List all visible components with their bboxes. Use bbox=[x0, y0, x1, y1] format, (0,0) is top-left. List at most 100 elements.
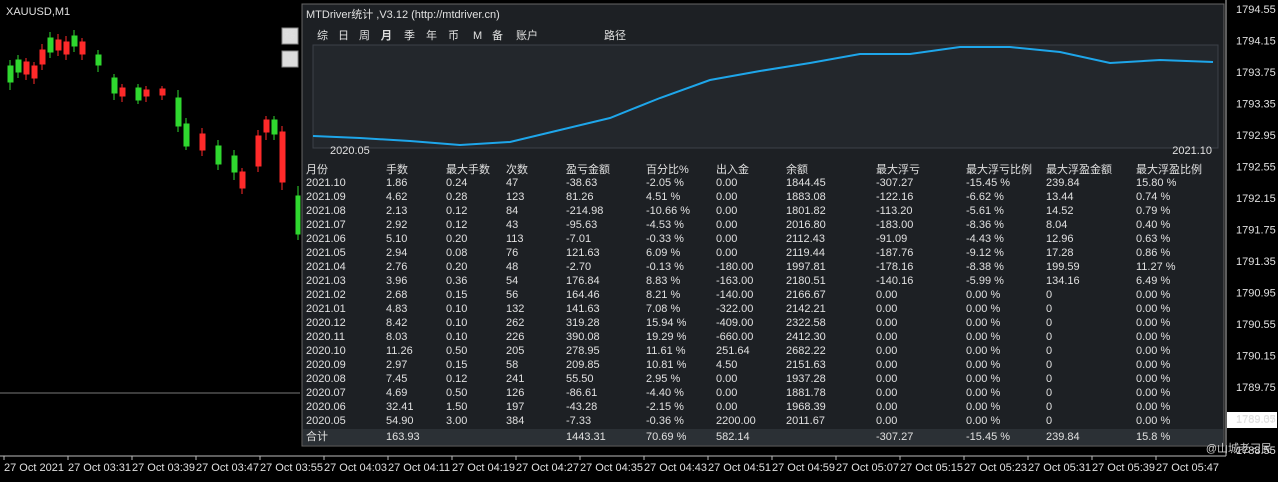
table-cell: 2020.09 bbox=[306, 359, 346, 371]
table-cell: -214.98 bbox=[566, 205, 603, 217]
table-cell: 0 bbox=[1046, 401, 1052, 413]
table-cell: 0.00 % bbox=[1136, 345, 1170, 357]
table-cell: 0.00 % bbox=[966, 401, 1000, 413]
tab[interactable]: M bbox=[473, 30, 482, 42]
table-cell: 2021.07 bbox=[306, 219, 346, 231]
table-cell: 176.84 bbox=[566, 275, 600, 287]
table-cell: 2020.11 bbox=[306, 331, 345, 343]
tab[interactable]: 备 bbox=[492, 28, 503, 42]
tab[interactable]: 账户 bbox=[516, 28, 538, 42]
table-cell: -95.63 bbox=[566, 219, 597, 231]
table-cell: -6.62 % bbox=[966, 191, 1004, 203]
footer-cell: 239.84 bbox=[1046, 431, 1080, 443]
table-cell: 0.24 bbox=[446, 177, 467, 189]
table-cell: 262 bbox=[506, 317, 524, 329]
footer-cell: 582.14 bbox=[716, 431, 750, 443]
panel-title: MTDriver统计 ,V3.12 (http://mtdriver.cn) bbox=[306, 8, 500, 21]
tab[interactable]: 季 bbox=[404, 29, 415, 42]
time-label: 27 Oct 04:43 bbox=[644, 462, 707, 474]
table-cell: 54 bbox=[506, 275, 518, 287]
tab[interactable]: 周 bbox=[359, 29, 370, 42]
column-header: 最大浮盈比例 bbox=[1136, 162, 1202, 176]
table-cell: 0.63 % bbox=[1136, 233, 1170, 245]
tab[interactable]: 综 bbox=[317, 28, 328, 42]
table-cell: 0.00 bbox=[876, 415, 897, 427]
table-cell: 251.64 bbox=[716, 345, 750, 357]
tab[interactable]: 币 bbox=[448, 29, 459, 42]
table-cell: -187.76 bbox=[876, 247, 913, 259]
table-cell: 0.20 bbox=[446, 233, 467, 245]
table-cell: 0.74 % bbox=[1136, 191, 1170, 203]
table-cell: 8.03 bbox=[386, 331, 407, 343]
check-button-label[interactable]: √ bbox=[287, 53, 294, 65]
time-label: 27 Oct 05:47 bbox=[1156, 462, 1219, 474]
table-cell: 15.80 % bbox=[1136, 177, 1177, 189]
table-cell: 0.00 % bbox=[1136, 401, 1170, 413]
column-header: 最大浮亏 bbox=[876, 162, 920, 176]
table-cell: 0 bbox=[1046, 387, 1052, 399]
table-cell: 2021.04 bbox=[306, 261, 346, 273]
current-price-box bbox=[1227, 412, 1277, 428]
table-cell: 0.86 % bbox=[1136, 247, 1170, 259]
table-cell: 4.51 % bbox=[646, 191, 680, 203]
table-cell: 0.00 % bbox=[966, 415, 1000, 427]
table-cell: 0 bbox=[1046, 331, 1052, 343]
table-cell: 0.00 % bbox=[1136, 289, 1170, 301]
table-cell: -322.00 bbox=[716, 303, 753, 315]
table-cell: 6.49 % bbox=[1136, 275, 1170, 287]
table-cell: 2180.51 bbox=[786, 275, 826, 287]
stats-panel bbox=[281, 3, 1225, 447]
table-cell: 0.00 bbox=[716, 205, 737, 217]
column-header: 出入金 bbox=[716, 162, 749, 176]
column-header: 最大浮亏比例 bbox=[966, 162, 1032, 176]
table-cell: 0.00 % bbox=[1136, 331, 1170, 343]
table-cell: 164.46 bbox=[566, 289, 600, 301]
table-cell: 12.96 bbox=[1046, 233, 1074, 245]
table-cell: -307.27 bbox=[876, 177, 913, 189]
table-cell: 7.45 bbox=[386, 373, 407, 385]
table-cell: 1968.39 bbox=[786, 401, 826, 413]
table-cell: -8.38 % bbox=[966, 261, 1004, 273]
table-cell: 126 bbox=[506, 387, 524, 399]
table-cell: 0 bbox=[1046, 373, 1052, 385]
table-cell: 0.00 % bbox=[1136, 303, 1170, 315]
time-label: 27 Oct 04:19 bbox=[452, 462, 515, 474]
table-cell: -2.15 % bbox=[646, 401, 684, 413]
time-label: 27 Oct 05:31 bbox=[1028, 462, 1091, 474]
table-cell: 2021.08 bbox=[306, 205, 346, 217]
table-cell: 2020.05 bbox=[306, 415, 346, 427]
table-cell: 3.00 bbox=[446, 415, 467, 427]
table-cell: 0.00 bbox=[716, 387, 737, 399]
footer-cell: -15.45 % bbox=[966, 431, 1010, 443]
column-header: 最大手数 bbox=[446, 162, 490, 176]
column-header: 百分比% bbox=[646, 163, 689, 176]
table-cell: 0.00 % bbox=[966, 387, 1000, 399]
hide-button[interactable] bbox=[281, 27, 299, 45]
table-cell: 6.09 % bbox=[646, 247, 680, 259]
table-cell: 7.08 % bbox=[646, 303, 680, 315]
tab[interactable]: 年 bbox=[426, 28, 437, 42]
table-cell: 0.00 % bbox=[966, 289, 1000, 301]
tab[interactable]: 日 bbox=[338, 30, 349, 42]
table-cell: 0.15 bbox=[446, 359, 467, 371]
table-cell: 0.00 bbox=[716, 219, 737, 231]
time-label: 27 Oct 04:35 bbox=[580, 462, 643, 474]
table-cell: -86.61 bbox=[566, 387, 597, 399]
table-cell: 241 bbox=[506, 373, 524, 385]
table-cell: 209.85 bbox=[566, 359, 600, 371]
table-cell: 0.00 bbox=[876, 387, 897, 399]
table-cell: -163.00 bbox=[716, 275, 753, 287]
check-button[interactable] bbox=[281, 50, 299, 68]
footer-cell: 163.93 bbox=[386, 431, 420, 443]
price-label: 1793.75 bbox=[1236, 67, 1276, 79]
table-cell: 0.00 % bbox=[1136, 387, 1170, 399]
tab[interactable]: 月 bbox=[380, 29, 392, 42]
table-cell: -4.53 % bbox=[646, 219, 684, 231]
watermark: @山城老刁民 bbox=[1206, 442, 1272, 455]
column-header: 月份 bbox=[306, 163, 328, 176]
tab[interactable]: 路径 bbox=[604, 29, 626, 42]
table-cell: 0.00 % bbox=[966, 373, 1000, 385]
hide-button-label[interactable]: 移 bbox=[285, 29, 296, 42]
table-cell: 81.26 bbox=[566, 191, 594, 203]
table-cell: 4.62 bbox=[386, 191, 407, 203]
